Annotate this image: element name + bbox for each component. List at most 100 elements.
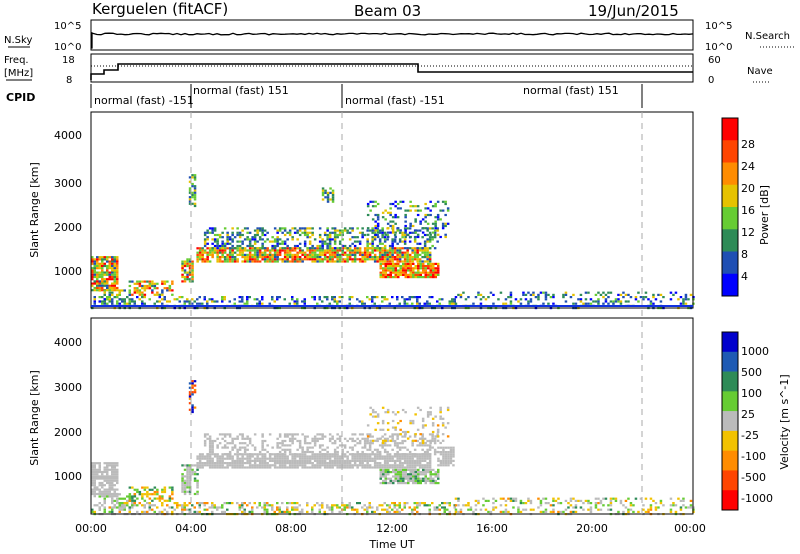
power-cell (421, 251, 424, 254)
velocity-cell (439, 464, 443, 467)
power-cell (421, 256, 424, 259)
velocity-cell (296, 466, 299, 469)
power-cell (281, 227, 284, 230)
velocity-cell (564, 499, 568, 502)
velocity-cell (191, 384, 194, 387)
power-cell (532, 291, 535, 294)
power-cell (394, 231, 397, 234)
power-cell (96, 273, 99, 276)
velocity-cell (98, 484, 101, 487)
power-cell (236, 260, 239, 263)
velocity-cell (246, 462, 249, 465)
power-cell (288, 251, 292, 254)
power-cell (358, 249, 362, 252)
velocity-cell (366, 424, 370, 427)
power-cell (564, 293, 568, 296)
power-cell (213, 227, 217, 230)
power-cell (138, 280, 142, 283)
power-cell (333, 260, 337, 263)
power-cell (366, 238, 369, 241)
power-cell (433, 231, 437, 234)
velocity-cell (98, 475, 101, 478)
power-cell (328, 244, 332, 248)
velocity-cell (356, 442, 359, 445)
velocity-cell (467, 504, 470, 507)
velocity-cell (557, 510, 560, 513)
power-cell (366, 258, 369, 261)
velocity-cell (188, 391, 192, 394)
velocity-ytick-4000: 4000 (54, 336, 82, 349)
power-cell (181, 273, 184, 276)
velocity-cell (108, 510, 111, 513)
velocity-cell (183, 475, 187, 478)
velocity-cell (253, 453, 257, 456)
velocity-cell (428, 508, 431, 511)
velocity-cell (318, 466, 322, 469)
power-cell (338, 233, 342, 237)
velocity-cell (647, 510, 650, 513)
power-cell (416, 249, 419, 252)
velocity-cell (211, 506, 214, 509)
velocity-cell (143, 506, 146, 509)
velocity-cell (213, 455, 217, 458)
velocity-cell (191, 410, 194, 414)
power-cell (228, 256, 232, 259)
velocity-cell (96, 492, 99, 496)
power-cell (607, 302, 610, 305)
velocity-cell (366, 433, 369, 436)
velocity-cell (348, 437, 352, 440)
velocity-cell (238, 506, 241, 509)
velocity-cell (276, 508, 279, 511)
velocity-cell (186, 490, 189, 493)
power-cell (411, 247, 414, 250)
power-cell (346, 231, 349, 234)
velocity-cell (283, 462, 287, 465)
velocity-cell (404, 430, 407, 434)
velocity-cell (398, 510, 401, 513)
power-cell (544, 293, 548, 296)
velocity-cell (542, 497, 545, 500)
power-cell (376, 260, 379, 263)
velocity-cell (318, 446, 322, 449)
velocity-cell (389, 477, 392, 480)
velocity-cell (198, 466, 202, 469)
power-cell (363, 249, 367, 252)
velocity-cell (278, 446, 282, 449)
velocity-cell (368, 433, 372, 436)
velocity-cell (93, 504, 96, 507)
velocity-cell (429, 475, 432, 478)
velocity-cell (669, 497, 673, 500)
velocity-cell (426, 466, 429, 469)
velocity-cell (452, 453, 455, 456)
power-cell (406, 247, 409, 250)
power-cell (221, 249, 224, 252)
power-cell (266, 231, 269, 234)
velocity-cell (427, 468, 430, 471)
velocity-cell (103, 488, 106, 491)
velocity-cell (416, 444, 419, 447)
power-cell (298, 229, 302, 232)
power-cell (408, 296, 411, 299)
power-cell (136, 280, 139, 283)
velocity-cell (243, 437, 247, 440)
power-cell (303, 233, 307, 237)
power-cell (198, 253, 202, 256)
velocity-cell (649, 508, 653, 511)
velocity-cell (183, 508, 186, 511)
power-cell (378, 247, 382, 250)
velocity-cell (489, 510, 493, 513)
power-cell (133, 300, 136, 303)
velocity-cell (356, 508, 359, 511)
velocity-cell (128, 506, 131, 509)
velocity-cell (384, 468, 387, 471)
power-cell (263, 258, 267, 261)
velocity-cell (271, 504, 274, 507)
velocity-cell (411, 457, 414, 460)
velocity-cell (191, 473, 194, 476)
power-cell (133, 282, 137, 285)
power-cell (293, 247, 297, 250)
power-cell (263, 229, 267, 232)
velocity-cell (243, 457, 247, 460)
velocity-cell (409, 477, 412, 480)
velocity-cell (426, 455, 429, 458)
